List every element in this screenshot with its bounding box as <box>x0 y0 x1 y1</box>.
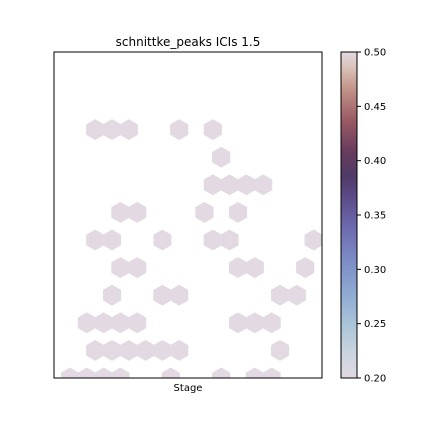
hexbin-cell-42 <box>170 339 189 361</box>
hexbin-cell-23 <box>245 257 264 279</box>
plot-frame <box>53 51 323 379</box>
hexbin-cell-16 <box>153 229 172 251</box>
hexbin-cell-4 <box>203 119 222 141</box>
x-axis-label: Stage <box>174 383 203 394</box>
colorbar-ticks: 0.20 0.25 0.30 0.35 0.40 0.45 0.50 <box>357 48 386 385</box>
hexbin-cell-5 <box>212 146 231 168</box>
hexbin-cell-24 <box>296 257 315 279</box>
hexbin-cell-25 <box>102 284 122 306</box>
hexbin-cell-2 <box>119 119 138 141</box>
colorbar-tick-label-1: 0.25 <box>364 319 386 330</box>
colorbar-tick-label-5: 0.45 <box>364 102 386 113</box>
plot-area <box>53 51 323 379</box>
hexbin-cell-29 <box>287 284 306 306</box>
colorbar: 0.20 0.25 0.30 0.35 0.40 0.45 0.50 <box>340 48 386 385</box>
colorbar-tick-label-6: 0.50 <box>364 48 386 59</box>
hexbin-cell-48 <box>161 367 180 378</box>
colorbar-tick-label-2: 0.30 <box>364 265 386 276</box>
hexbin-cell-9 <box>254 174 273 196</box>
hexbin-cell-18 <box>220 229 239 251</box>
hexbin-cell-51 <box>262 367 281 378</box>
hexbin-cell-11 <box>128 201 147 223</box>
plot-background <box>54 52 322 378</box>
hexbin-cell-49 <box>212 367 231 378</box>
colorbar-tick-label-4: 0.40 <box>364 156 386 167</box>
hexbin-cell-27 <box>170 284 189 306</box>
hexbin-cell-47 <box>111 367 130 378</box>
hexbin-cell-3 <box>170 119 189 141</box>
hexbin-cell-15 <box>102 229 122 251</box>
hexbin-cell-13 <box>228 201 248 223</box>
hexbin-layer <box>60 119 322 378</box>
hexbin-cell-21 <box>128 257 147 279</box>
hexbin-cell-43 <box>270 339 290 361</box>
colorbar-tick-label-3: 0.35 <box>364 211 386 222</box>
colorbar-gradient <box>341 52 357 378</box>
hexbin-cell-33 <box>128 312 147 334</box>
hexbin-cell-12 <box>195 201 214 223</box>
chart-title: schnittke_peaks ICIs 1.5 <box>116 35 261 49</box>
colorbar-tick-label-0: 0.20 <box>364 374 386 385</box>
hexbin-cell-19 <box>304 229 322 251</box>
hexbin-cell-36 <box>262 312 281 334</box>
